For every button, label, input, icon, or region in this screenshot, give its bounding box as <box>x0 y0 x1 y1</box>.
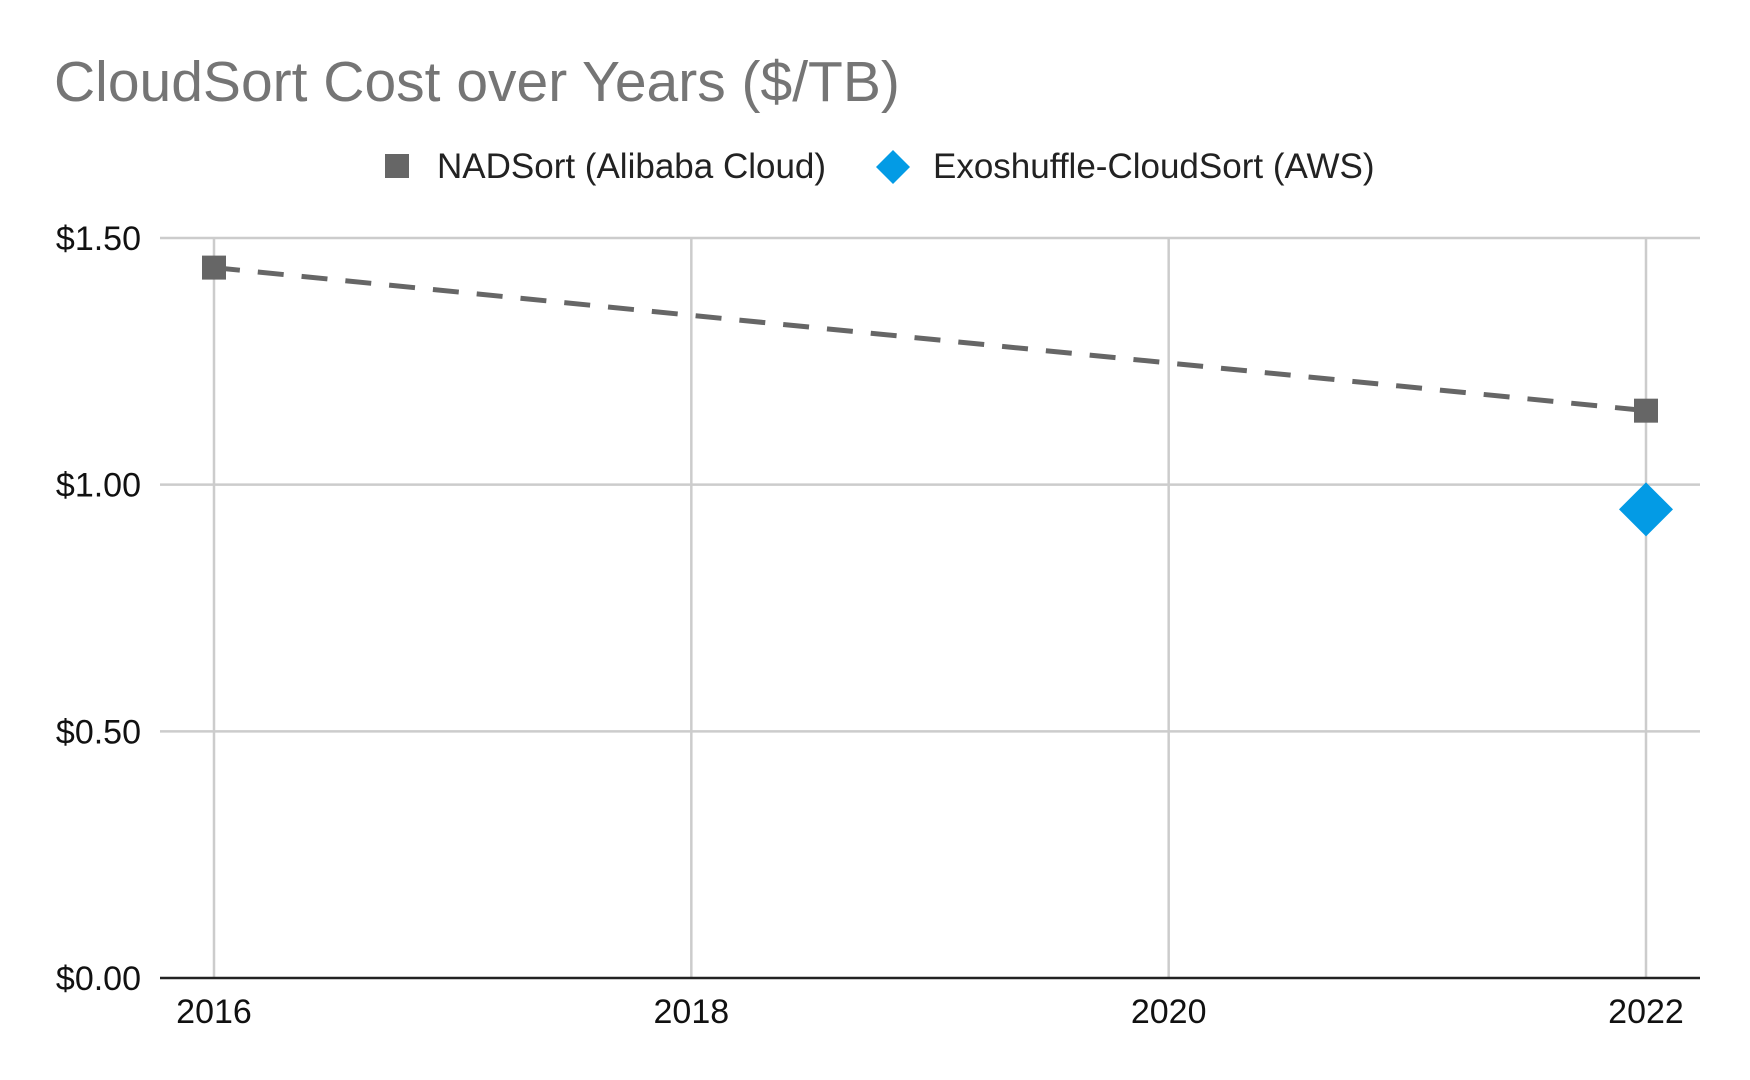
legend-label-nadsort: NADSort (Alibaba Cloud) <box>437 147 826 186</box>
legend: NADSort (Alibaba Cloud) Exoshuffle-Cloud… <box>385 147 1375 186</box>
legend-marker-exoshuffle <box>876 150 910 184</box>
y-tick-label: $0.50 <box>56 713 141 751</box>
gridlines <box>160 236 1700 978</box>
series-line-0 <box>213 265 1647 414</box>
x-tick-label: 2020 <box>1131 993 1207 1031</box>
tick-labels: $0.00 $0.50 $1.00 $1.50 2016 2018 2020 2022 <box>56 220 1684 1031</box>
chart-title: CloudSort Cost over Years ($/TB) <box>54 50 900 114</box>
y-tick-label: $0.00 <box>56 960 141 998</box>
y-tick-label: $1.00 <box>56 467 141 505</box>
legend-label-exoshuffle: Exoshuffle-CloudSort (AWS) <box>933 147 1375 186</box>
data-point-nadsort[interactable] <box>1634 398 1658 423</box>
data-point-exoshuffle[interactable] <box>1619 482 1673 537</box>
legend-marker-nadsort <box>385 154 409 178</box>
x-tick-label: 2022 <box>1608 993 1684 1031</box>
legend-item-exoshuffle[interactable]: Exoshuffle-CloudSort (AWS) <box>876 147 1375 186</box>
data-point-nadsort[interactable] <box>202 255 226 280</box>
x-tick-label: 2018 <box>654 993 730 1031</box>
legend-item-nadsort[interactable]: NADSort (Alibaba Cloud) <box>385 147 826 186</box>
x-tick-label: 2016 <box>176 993 252 1031</box>
series <box>202 255 1673 537</box>
y-tick-label: $1.50 <box>56 220 141 258</box>
